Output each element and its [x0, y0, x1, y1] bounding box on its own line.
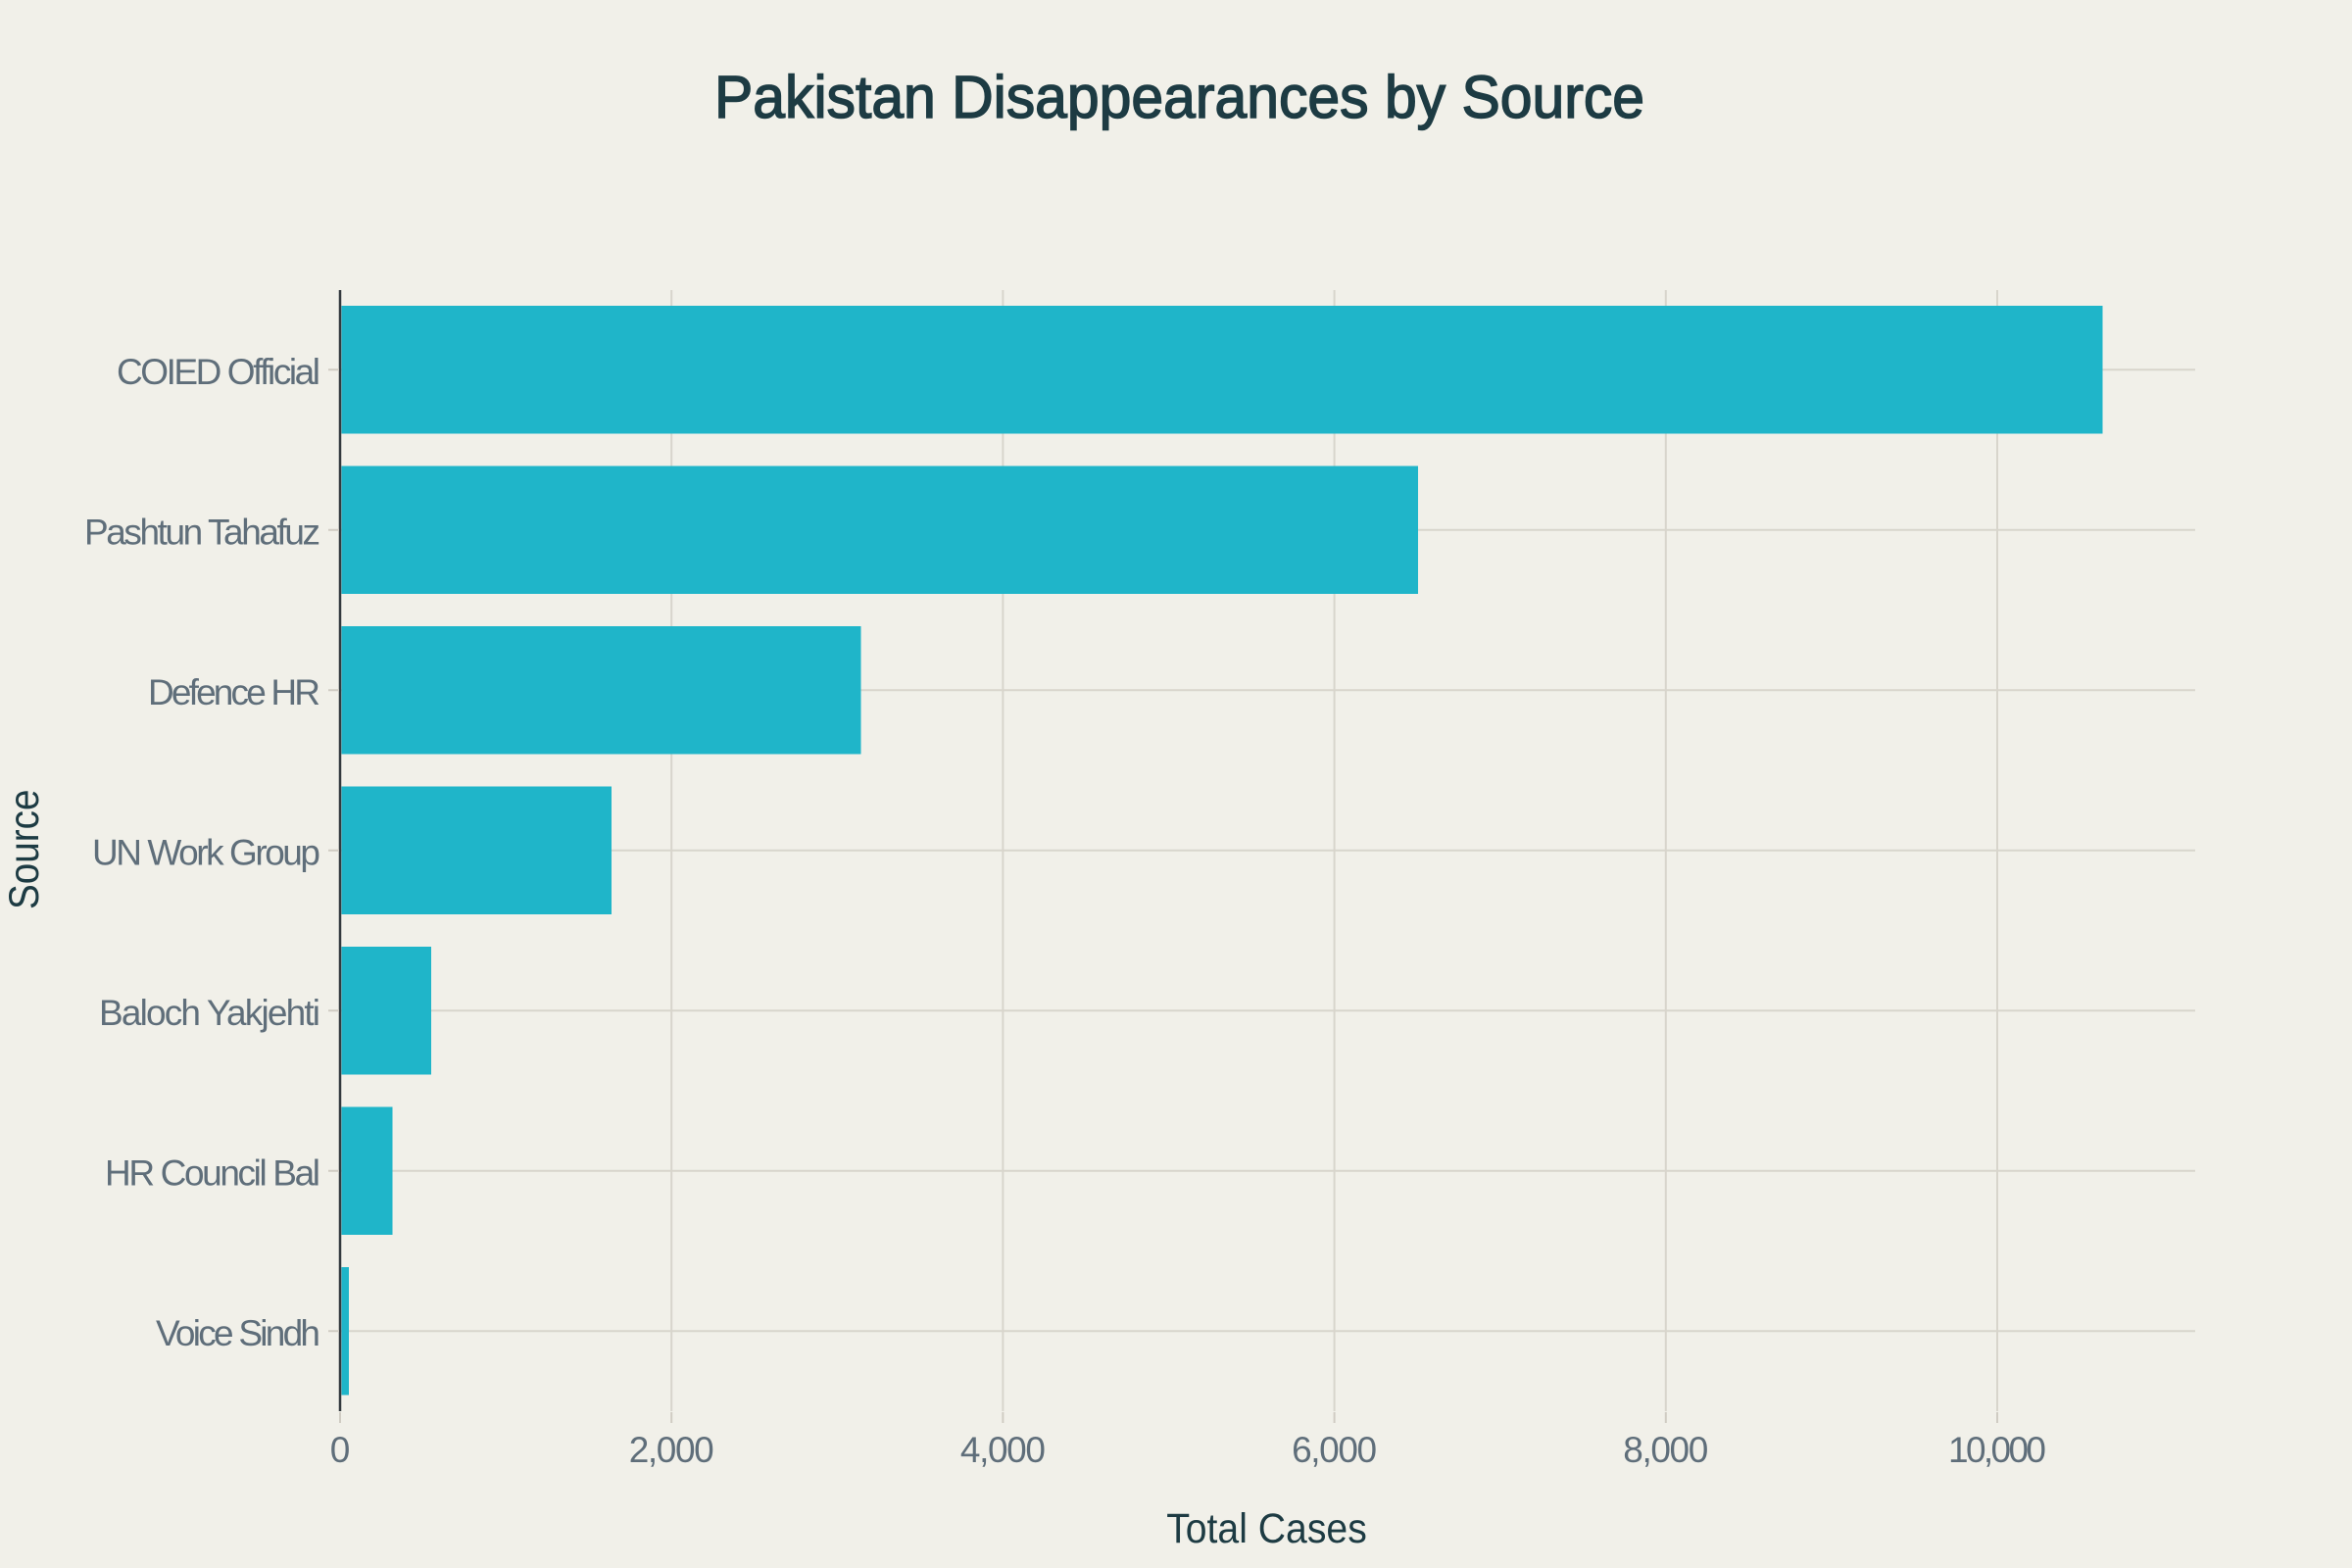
svg-text:4,000: 4,000 [960, 1430, 1046, 1470]
svg-text:COIED Official: COIED Official [117, 352, 320, 392]
svg-text:8,000: 8,000 [1623, 1430, 1708, 1470]
svg-text:HR Council Bal: HR Council Bal [105, 1152, 320, 1193]
svg-text:Pakistan Disappearances by Sou: Pakistan Disappearances by Source [714, 64, 1644, 130]
svg-text:Pashtun Tahafuz: Pashtun Tahafuz [84, 512, 320, 552]
svg-text:Defence HR: Defence HR [148, 672, 320, 712]
svg-text:Voice Sindh: Voice Sindh [156, 1313, 320, 1353]
svg-text:Baloch Yakjehti: Baloch Yakjehti [99, 993, 320, 1033]
svg-text:0: 0 [330, 1430, 351, 1470]
svg-text:UN Work Group: UN Work Group [92, 832, 320, 872]
svg-text:Source: Source [1, 790, 48, 910]
svg-text:Total Cases: Total Cases [1166, 1505, 1367, 1552]
svg-text:6,000: 6,000 [1292, 1430, 1377, 1470]
svg-text:10,000: 10,000 [1948, 1430, 2046, 1470]
svg-text:2,000: 2,000 [629, 1430, 714, 1470]
